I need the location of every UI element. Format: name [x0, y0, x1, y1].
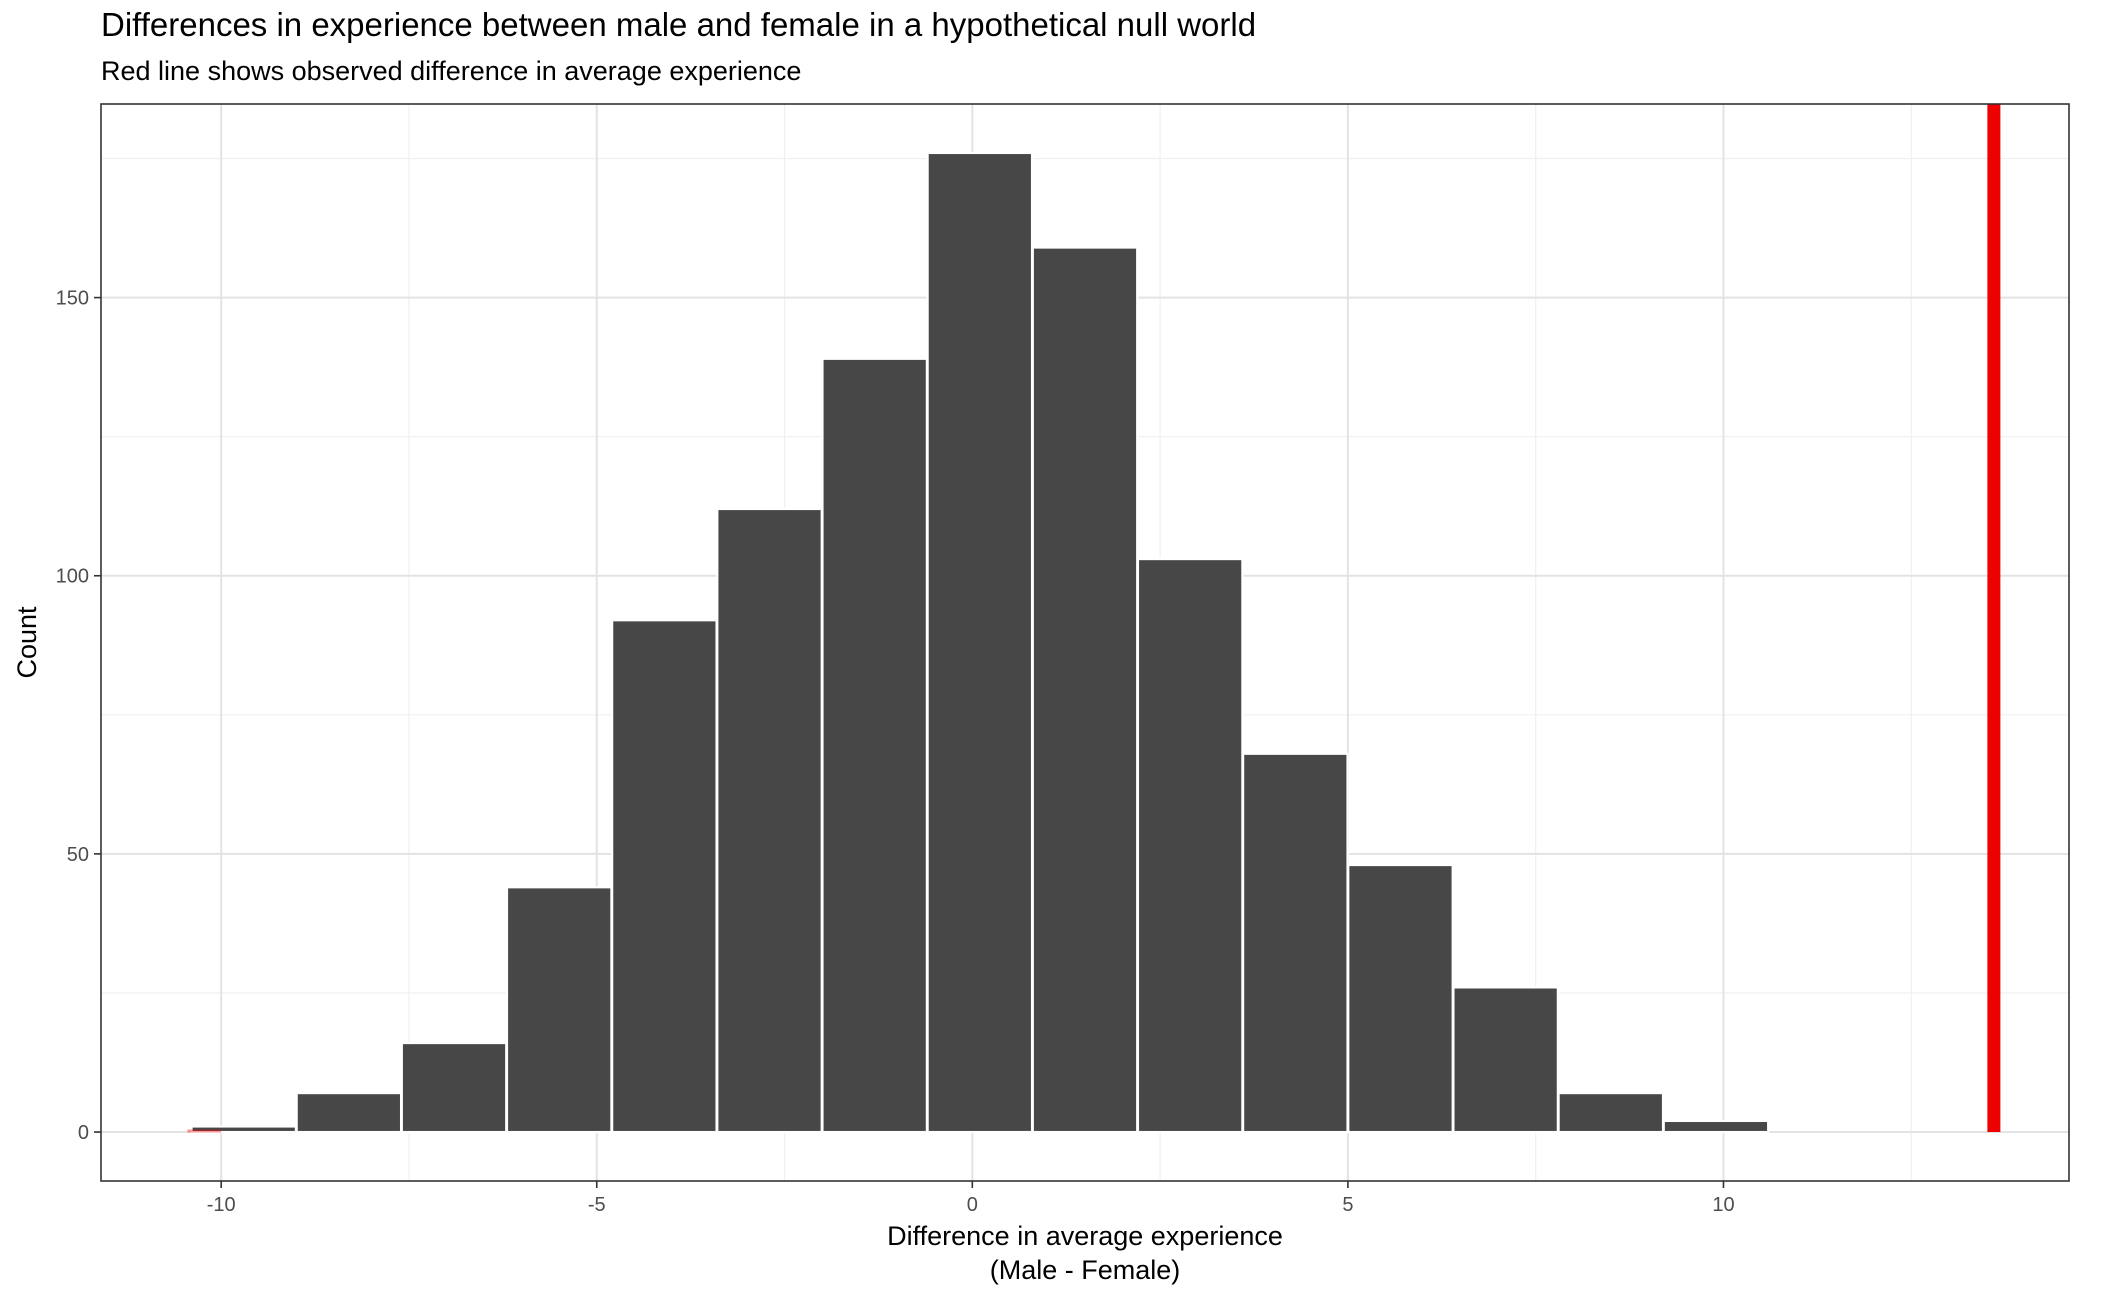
chart-title: Differences in experience between male a…	[101, 6, 1257, 43]
histogram-bar	[1452, 986, 1559, 1134]
histogram-bar	[1662, 1119, 1770, 1134]
histogram-bars	[190, 151, 1770, 1134]
y-tick-label: 150	[56, 288, 89, 310]
histogram-bar	[1347, 863, 1454, 1134]
histogram-bar	[1031, 246, 1139, 1134]
histogram-bar	[1136, 557, 1244, 1134]
x-axis-ticks: -10 -5 0 5 10	[207, 1181, 1735, 1216]
histogram-bar	[505, 886, 613, 1134]
histogram-bar	[716, 507, 823, 1134]
observed-difference-layer	[187, 104, 2001, 1133]
chart-subtitle: Red line shows observed difference in av…	[101, 56, 802, 86]
y-tick-label: 0	[78, 1122, 89, 1144]
y-axis-ticks: 0 50 100 150	[56, 288, 101, 1144]
histogram-bar	[611, 619, 718, 1134]
x-tick-label: 0	[967, 1194, 978, 1216]
histogram-bar	[1242, 752, 1349, 1134]
x-axis-title-line-2: (Male - Female)	[990, 1255, 1181, 1285]
x-tick-label: 5	[1342, 1194, 1353, 1216]
x-tick-label: -5	[588, 1194, 606, 1216]
x-axis-title-line-1: Difference in average experience	[887, 1221, 1283, 1251]
y-tick-label: 50	[67, 844, 89, 866]
y-axis-title: Count	[12, 606, 42, 679]
y-tick-label: 100	[56, 566, 89, 588]
panel-border	[100, 103, 2070, 1182]
histogram-bar	[1557, 1092, 1665, 1134]
histogram-bar	[926, 151, 1034, 1134]
histogram-bar	[295, 1092, 403, 1134]
histogram-bar	[400, 1041, 508, 1134]
x-tick-label: 10	[1712, 1194, 1734, 1216]
x-tick-label: -10	[207, 1194, 236, 1216]
histogram-bar	[821, 357, 928, 1134]
